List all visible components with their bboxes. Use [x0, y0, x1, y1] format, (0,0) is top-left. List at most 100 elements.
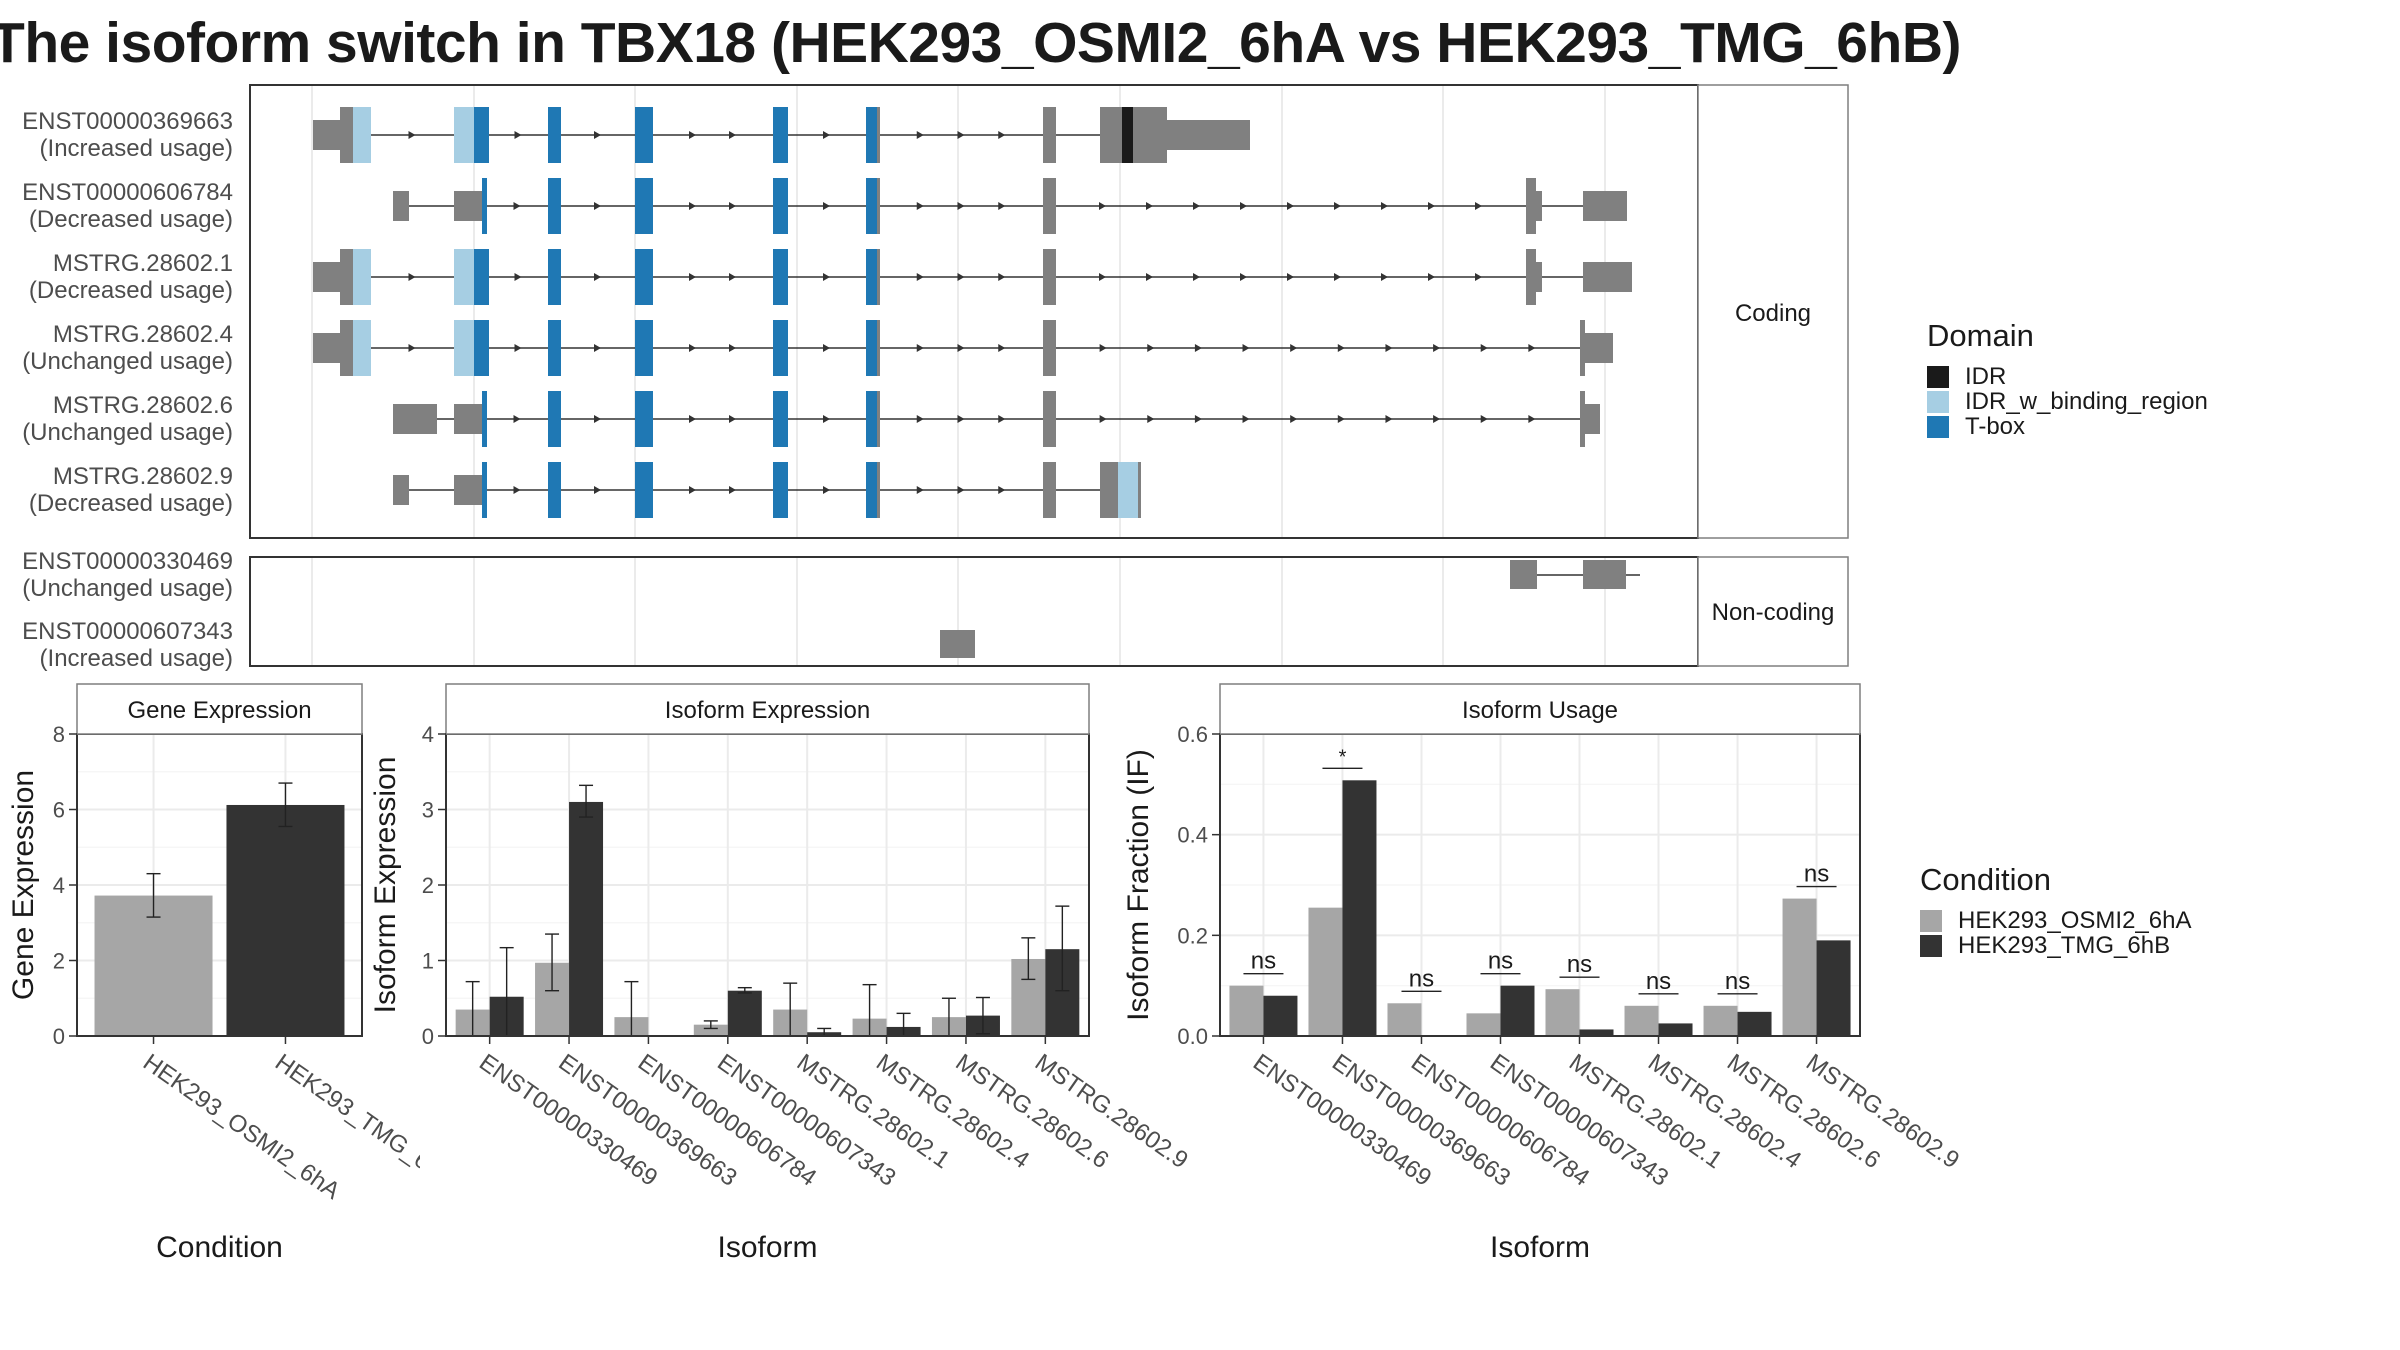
intron-arrow — [1433, 415, 1441, 423]
y-tick-label: 2 — [422, 873, 434, 898]
bar-HEK293_TMG_6hB — [1658, 1023, 1693, 1036]
exon-block — [940, 630, 975, 658]
exon-block — [635, 462, 653, 518]
transcript-name: ENST00000606784 — [22, 179, 233, 206]
significance-label: ns — [1409, 965, 1434, 992]
intron-arrow — [1480, 415, 1488, 423]
exon-block — [1580, 320, 1585, 376]
intron-arrow — [957, 415, 965, 423]
intron-arrow — [823, 273, 830, 281]
transcript-row-MSTRG.28602.1: MSTRG.28602.1(Decreased usage) — [29, 249, 1632, 305]
bar-value — [94, 895, 213, 1036]
exon-block — [454, 404, 482, 434]
intron-arrow — [916, 344, 924, 352]
exon-block — [635, 320, 653, 376]
exon-block — [773, 391, 788, 447]
exon-block — [1583, 560, 1626, 589]
error-bar — [146, 872, 161, 918]
transcript-usage: (Unchanged usage) — [22, 419, 233, 446]
domain-legend-label: T-box — [1965, 412, 2026, 440]
exon-block — [474, 320, 489, 376]
intron-arrow — [1240, 273, 1247, 281]
intron-arrow — [689, 486, 696, 494]
transcript-name: ENST00000607343 — [22, 618, 233, 645]
exon-block — [1133, 107, 1167, 163]
transcript-usage: (Decreased usage) — [29, 490, 233, 517]
error-bar — [579, 784, 594, 818]
exon-block — [1526, 249, 1536, 305]
exon-block — [1583, 262, 1632, 292]
transcript-row-MSTRG.28602.4: MSTRG.28602.4(Unchanged usage) — [22, 320, 1613, 376]
exon-block — [1536, 191, 1542, 221]
transcript-usage: (Decreased usage) — [29, 206, 233, 233]
intron-arrow — [1428, 202, 1435, 210]
exon-block — [548, 178, 561, 234]
exon-block — [773, 178, 788, 234]
facet-label-coding: Coding — [1735, 300, 1811, 327]
significance-label: * — [1339, 746, 1347, 768]
intron-arrow — [729, 486, 736, 494]
intron-arrow — [1528, 344, 1536, 352]
bar-HEK293_TMG_6hB — [1500, 985, 1535, 1036]
exon-block — [1526, 178, 1536, 234]
y-tick-label: 0 — [422, 1024, 434, 1049]
y-axis-title: Isoform Expression — [369, 757, 402, 1014]
bar-HEK293_OSMI2_6hA — [1387, 1003, 1422, 1036]
transcript-name: MSTRG.28602.1 — [53, 250, 233, 277]
intron-arrow — [823, 344, 830, 352]
intron-arrow — [513, 486, 521, 494]
y-tick-label: 0.6 — [1177, 722, 1208, 747]
exon-block — [1583, 191, 1627, 221]
exon-block — [635, 107, 653, 163]
bar-HEK293_TMG_6hB — [1263, 995, 1298, 1036]
intron-arrow — [1381, 273, 1388, 281]
condition-legend-item: HEK293_TMG_6hB — [1920, 932, 2191, 959]
intron-arrow — [916, 273, 924, 281]
intron-arrow — [1290, 344, 1298, 352]
intron-arrow — [408, 273, 416, 281]
intron-arrow — [513, 415, 521, 423]
intron-arrow — [594, 202, 601, 210]
bar-HEK293_TMG_6hB — [569, 801, 604, 1036]
transcript-name: MSTRG.28602.6 — [53, 392, 233, 419]
exon-block — [548, 320, 561, 376]
exon-block — [866, 249, 877, 305]
intron-arrow — [1528, 415, 1536, 423]
exon-block — [1100, 107, 1122, 163]
condition-legend-swatch — [1920, 909, 1942, 932]
intron-arrow — [729, 415, 736, 423]
intron-arrow — [1337, 344, 1345, 352]
intron-arrow — [1194, 415, 1202, 423]
exon-block — [773, 462, 788, 518]
exon-block — [877, 178, 880, 234]
intron-arrow — [1334, 202, 1341, 210]
transcript-usage: (Increased usage) — [40, 135, 233, 162]
bar-HEK293_TMG_6hB — [1816, 940, 1851, 1036]
bar-HEK293_OSMI2_6hA — [1308, 907, 1343, 1036]
bar-HEK293_OSMI2_6hA — [1466, 1013, 1501, 1036]
y-tick-label: 8 — [53, 722, 65, 747]
exon-block — [877, 462, 880, 518]
intron-arrow — [1242, 344, 1250, 352]
exon-block — [877, 249, 880, 305]
transcript-name: MSTRG.28602.9 — [53, 463, 233, 490]
intron-arrow — [998, 131, 1006, 139]
intron-arrow — [514, 344, 522, 352]
intron-arrow — [689, 202, 696, 210]
intron-arrow — [1287, 273, 1294, 281]
plot-strip — [1219, 683, 1861, 735]
exon-block — [1043, 320, 1056, 376]
exon-block — [1043, 178, 1056, 234]
exon-block — [1122, 107, 1133, 163]
intron-arrow — [1099, 344, 1107, 352]
exon-block — [773, 107, 788, 163]
exon-block — [548, 462, 561, 518]
domain-legend-swatch — [1927, 365, 1949, 388]
exon-block — [1167, 120, 1250, 150]
coding-panel-bg — [250, 85, 1698, 538]
intron-arrow — [689, 131, 696, 139]
bar-value — [226, 804, 345, 1036]
exon-block — [1100, 462, 1118, 518]
transcript-usage: (Increased usage) — [40, 645, 233, 672]
x-axis-title: Isoform — [1490, 1231, 1590, 1264]
